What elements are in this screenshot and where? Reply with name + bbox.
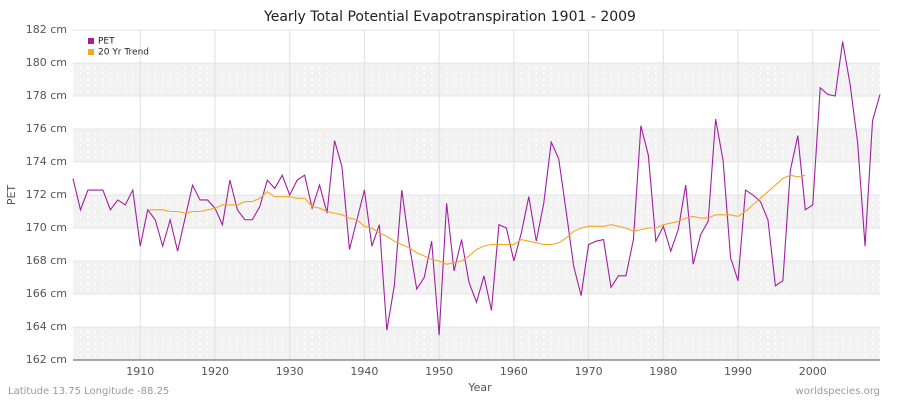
y-tick-label: 168 cm [26,254,67,267]
x-tick-label: 1960 [500,365,528,378]
x-tick-label: 2000 [799,365,827,378]
y-tick-label: 162 cm [26,353,67,366]
y-axis-label: PET [5,185,18,206]
x-tick-label: 1950 [425,365,453,378]
y-tick-label: 176 cm [26,122,67,135]
y-tick-label: 174 cm [26,155,67,168]
x-tick-label: 1920 [201,365,229,378]
y-tick-label: 172 cm [26,188,67,201]
y-tick-label: 180 cm [26,56,67,69]
legend-swatch [88,38,94,44]
series-line [147,174,806,265]
x-tick-label: 1980 [649,365,677,378]
y-tick-label: 164 cm [26,320,67,333]
y-tick-label: 182 cm [26,23,67,36]
x-tick-label: 1910 [126,365,154,378]
footer-location: Latitude 13.75 Longitude -88.25 [8,386,169,397]
legend-swatch [88,49,94,55]
x-axis-label: Year [467,381,492,394]
y-tick-label: 170 cm [26,221,67,234]
legend-label: PET [98,37,115,47]
y-tick-label: 166 cm [26,287,67,300]
legend-label: 20 Yr Trend [98,48,149,58]
x-tick-label: 1970 [575,365,603,378]
y-tick-label: 178 cm [26,89,67,102]
x-tick-label: 1990 [724,365,752,378]
x-tick-label: 1930 [276,365,304,378]
chart-title: Yearly Total Potential Evapotranspiratio… [263,9,636,25]
x-tick-label: 1940 [350,365,378,378]
footer-source: worldspecies.org [796,386,880,397]
series-line [72,41,881,336]
